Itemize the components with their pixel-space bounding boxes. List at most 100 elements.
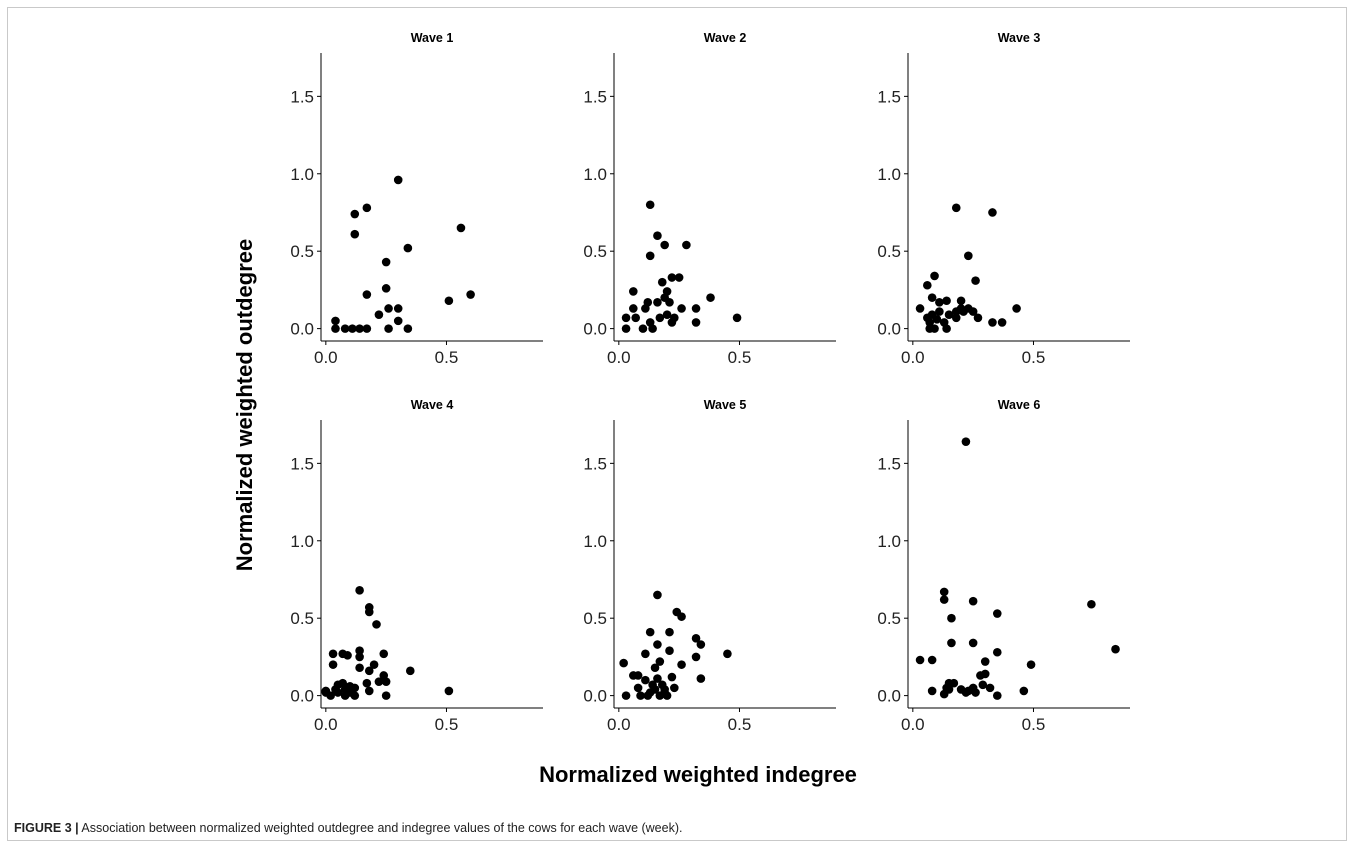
y-tick-label: 1.0 <box>877 532 901 551</box>
data-point <box>706 293 715 302</box>
y-tick-label: 1.0 <box>290 532 314 551</box>
data-point <box>466 290 475 299</box>
panel-title: Wave 2 <box>704 31 747 45</box>
data-point <box>382 284 391 293</box>
data-point <box>1111 645 1120 654</box>
scatter-panel-3: Wave 30.00.51.01.50.0 0.5 <box>877 31 1130 367</box>
data-point <box>986 684 995 693</box>
data-point <box>653 231 662 240</box>
data-point <box>993 691 1002 700</box>
data-point <box>641 650 650 659</box>
y-tick-label: 1.5 <box>290 87 314 106</box>
data-point <box>930 324 939 333</box>
data-point <box>940 595 949 604</box>
data-point <box>631 313 640 322</box>
data-point <box>665 628 674 637</box>
scatter-panel-1: Wave 1 0.0 0.5 1.0 1.5 0.0 0.5 <box>290 31 543 367</box>
data-point <box>653 591 662 600</box>
panel-title: Wave 1 <box>411 31 454 45</box>
data-point <box>665 298 674 307</box>
data-point <box>641 676 650 685</box>
data-point <box>1012 304 1021 313</box>
x-tick-label: 0.5 <box>728 348 752 367</box>
data-point <box>957 296 966 305</box>
data-point <box>969 597 978 606</box>
x-tick-label: 0.0 <box>607 348 631 367</box>
data-point <box>677 304 686 313</box>
scatter-panel-6: Wave 60.00.51.01.50.0 0.5 <box>877 398 1130 734</box>
data-point <box>363 204 372 213</box>
caption-label: FIGURE 3 | <box>14 821 79 835</box>
data-point <box>697 640 706 649</box>
data-point <box>331 317 340 326</box>
y-tick-label: 1.5 <box>290 454 314 473</box>
data-point <box>363 324 372 333</box>
data-point <box>331 324 340 333</box>
data-point <box>971 276 980 285</box>
data-point <box>993 648 1002 657</box>
x-tick-label: 0.0 <box>901 348 925 367</box>
x-tick-label: 0.5 <box>435 348 459 367</box>
data-point <box>363 290 372 299</box>
data-point <box>723 650 732 659</box>
y-tick-label: 1.5 <box>583 454 607 473</box>
y-tick-label: 0.0 <box>877 687 901 706</box>
caption-text: Association between normalized weighted … <box>81 821 682 835</box>
data-point <box>974 313 983 322</box>
data-point <box>379 650 388 659</box>
data-point <box>1020 687 1029 696</box>
data-point <box>370 660 379 669</box>
data-point <box>665 646 674 655</box>
data-point <box>404 324 413 333</box>
y-tick-label: 1.0 <box>583 532 607 551</box>
data-point <box>350 230 359 239</box>
data-point <box>445 687 454 696</box>
data-point <box>930 272 939 281</box>
y-tick-label: 1.0 <box>290 165 314 184</box>
data-point <box>629 287 638 296</box>
data-point <box>928 656 937 665</box>
data-point <box>329 650 338 659</box>
y-tick-label: 1.5 <box>877 454 901 473</box>
data-point <box>928 293 937 302</box>
data-point <box>653 298 662 307</box>
data-point <box>670 313 679 322</box>
scatter-panel-5: Wave 50.00.51.01.50.0 0.5 <box>583 398 836 734</box>
x-tick-label: 0.0 <box>607 715 631 734</box>
y-tick-label: 1.5 <box>583 87 607 106</box>
panel-title: Wave 5 <box>704 398 747 412</box>
y-tick-label: 0.0 <box>290 320 314 339</box>
data-point <box>998 318 1007 327</box>
data-point <box>394 176 403 185</box>
data-point <box>375 310 384 319</box>
x-tick-label: 0.5 <box>435 715 459 734</box>
data-point <box>445 296 454 305</box>
data-point <box>622 691 631 700</box>
y-tick-label: 1.0 <box>583 165 607 184</box>
data-point <box>329 660 338 669</box>
scatter-panel-4: Wave 40.00.51.01.50.0 0.5 <box>290 398 543 734</box>
x-axis-label: Normalized weighted indegree <box>539 762 857 787</box>
data-point <box>964 252 973 261</box>
data-point <box>952 313 961 322</box>
data-point <box>619 659 628 668</box>
data-point <box>663 691 672 700</box>
x-tick-label: 0.5 <box>728 715 752 734</box>
data-point <box>935 298 944 307</box>
data-point <box>639 324 648 333</box>
data-point <box>634 684 643 693</box>
y-tick-label: 1.0 <box>877 165 901 184</box>
y-tick-label: 0.0 <box>583 320 607 339</box>
data-point <box>406 667 415 676</box>
data-point <box>942 324 951 333</box>
y-tick-label: 0.5 <box>290 609 314 628</box>
x-tick-label: 0.5 <box>1022 715 1046 734</box>
data-point <box>675 273 684 282</box>
data-point <box>457 224 466 233</box>
data-point <box>394 304 403 313</box>
panel-title: Wave 6 <box>998 398 1041 412</box>
data-point <box>646 628 655 637</box>
data-point <box>697 674 706 683</box>
data-point <box>658 278 667 287</box>
